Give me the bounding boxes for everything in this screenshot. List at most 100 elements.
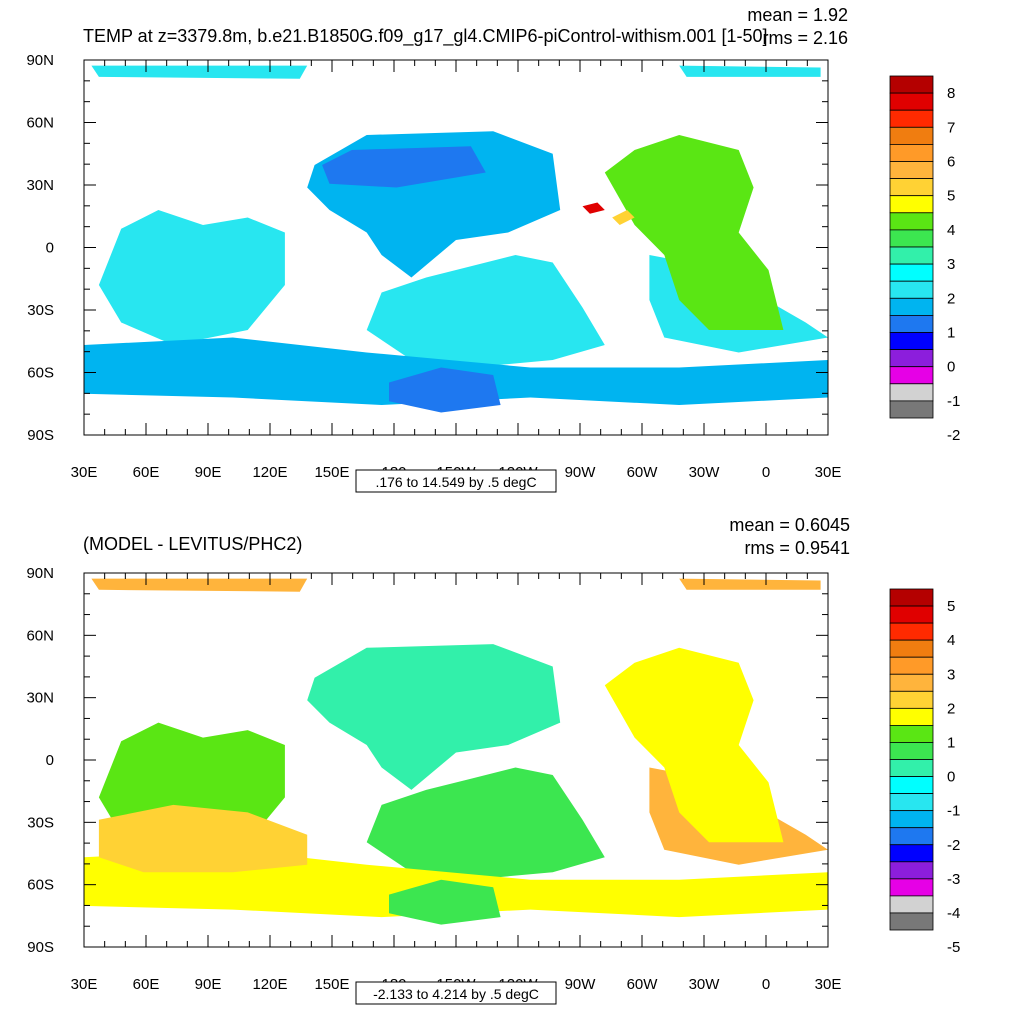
y-tick-label: 60N [26,115,54,132]
range-label-box [355,469,557,493]
x-tick-label: 60E [133,464,160,481]
mean-label: mean = 1.92 [747,5,848,25]
colorbar-swatch [889,109,934,128]
colorbar-label: 4 [947,222,955,239]
x-tick-label: 30W [689,976,721,993]
colorbar-swatch [889,622,934,641]
colorbar-swatch [889,725,934,743]
colorbar-swatch [889,161,934,180]
colorbar-label: 4 [947,632,955,649]
y-tick-label: 60S [27,365,54,382]
field-south-pacific [366,767,605,880]
y-tick-label: 30S [27,814,54,831]
colorbar-label: 1 [947,325,955,342]
colorbar-swatch [889,844,934,863]
x-tick-label: 30E [815,464,842,481]
colorbar-label: 8 [947,85,955,102]
x-tick-label: 90W [565,976,597,993]
colorbar-swatch [889,690,934,709]
range-label: .176 to 14.549 by .5 degC [375,474,536,490]
colorbar-label: -1 [947,803,960,820]
panel-model-minus-levitus: 30E60E90E120E150E180150W120W90W60W30W030… [26,515,960,1005]
colorbar: 8 7 6 5 4 3 2 1 0 -1 -2 [889,75,960,444]
colorbar-label: -2 [947,427,960,444]
colorbar-swatch [889,75,934,94]
colorbar-swatch [889,878,934,897]
colorbar-label: 7 [947,119,955,136]
colorbar-swatch [889,759,934,777]
x-tick-label: 150E [314,976,349,993]
range-label-box [355,981,557,1005]
field-indian-ocean [98,210,285,345]
colorbar-label: 3 [947,666,955,683]
colorbar: 5 4 3 2 1 0 -1 -2 -3 -4 -5 [889,588,960,956]
colorbar-swatch [889,297,934,316]
x-tick-label: 90W [565,464,597,481]
field-north-atlantic [604,647,784,843]
range-label: -2.133 to 4.214 by .5 degC [373,986,539,1002]
colorbar-label: 6 [947,154,955,171]
colorbar-swatch [889,178,934,197]
colorbar-label: -2 [947,837,960,854]
colorbar-swatch [889,656,934,675]
y-tick-label: 60S [27,877,54,894]
colorbar-swatch [889,588,934,607]
x-tick-label: 30E [815,976,842,993]
colorbar-swatch [889,776,934,794]
colorbar-label: 2 [947,290,955,307]
x-tick-label: 0 [762,976,770,993]
field-north-pacific-deep-core [322,146,486,188]
y-tick-label: 30N [26,690,54,707]
field-arctic-east [679,578,821,590]
ocean-fields [84,578,828,925]
colorbar-label: 5 [947,598,955,615]
colorbar-swatch [889,383,934,402]
field-north-pacific [307,644,561,790]
colorbar-swatch [889,263,934,282]
x-tick-label: 120E [252,464,287,481]
colorbar-swatch [889,707,934,726]
x-tick-label: 90E [195,464,222,481]
x-tick-label: 30E [71,976,98,993]
colorbar-label: 5 [947,188,955,205]
field-south-pacific [366,255,605,368]
y-tick-label: 60N [26,627,54,644]
x-tick-label: 120E [252,976,287,993]
colorbar-label: 1 [947,734,955,751]
colorbar-swatch [889,793,934,812]
y-tick-label: 30N [26,177,54,194]
x-tick-label: 30E [71,464,98,481]
colorbar-label: 0 [947,769,955,786]
colorbar-label: 0 [947,359,955,376]
colorbar-swatch [889,895,934,914]
colorbar-swatch [889,366,934,385]
mean-label: mean = 0.6045 [729,515,850,535]
y-tick-label: 0 [46,240,54,257]
y-tick-label: 30S [27,302,54,319]
field-arctic [91,65,308,79]
field-arctic-east [679,65,821,77]
chart-title: TEMP at z=3379.8m, b.e21.B1850G.f09_g17_… [83,26,768,47]
x-tick-label: 0 [762,464,770,481]
colorbar-label: 2 [947,700,955,717]
colorbar-swatch [889,195,934,214]
x-tick-label: 60W [627,464,659,481]
colorbar-swatch [889,280,934,299]
colorbar-swatch [889,912,934,931]
field-ross-sea [389,367,501,413]
colorbar-swatch [889,639,934,658]
field-arctic [91,578,308,592]
colorbar-swatch [889,212,934,231]
colorbar-swatch [889,861,934,880]
colorbar-label: 3 [947,256,955,273]
colorbar-label: -4 [947,905,960,922]
colorbar-swatch [889,673,934,692]
field-ross-sea [389,879,501,925]
y-tick-label: 0 [46,752,54,769]
colorbar-swatch [889,349,934,368]
rms-label: rms = 2.16 [762,28,848,48]
colorbar-swatch [889,810,934,829]
colorbar-swatch [889,246,934,265]
ocean-fields [84,65,828,413]
